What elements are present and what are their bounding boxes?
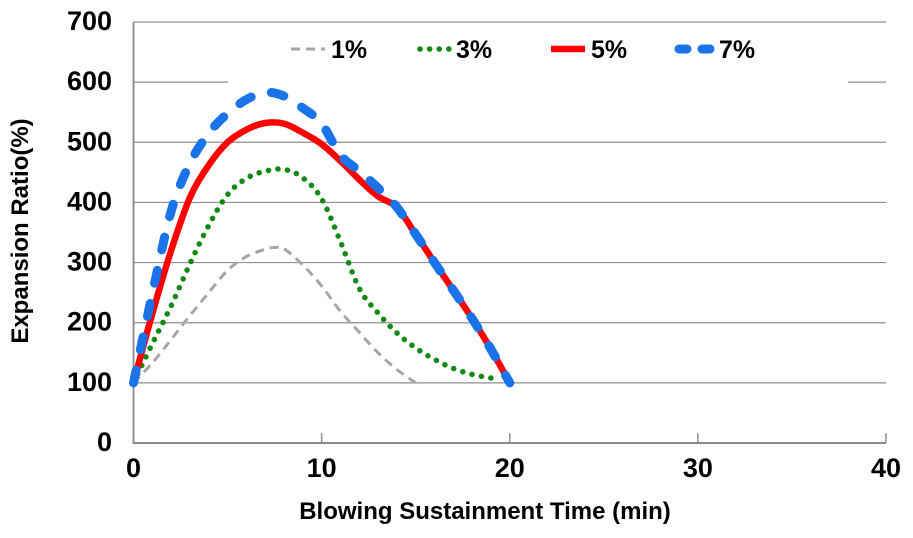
x-tick-label-30: 30 bbox=[683, 453, 713, 483]
series-line-5pct bbox=[130, 119, 513, 385]
legend-item-5pct: 5% bbox=[551, 36, 627, 64]
y-tick-label-500: 500 bbox=[67, 126, 112, 156]
y-tick-label-300: 300 bbox=[67, 247, 112, 277]
series-lines bbox=[129, 87, 515, 388]
series-line-7pct bbox=[129, 87, 515, 388]
legend-label: 7% bbox=[719, 36, 755, 64]
y-axis-title: Expansion Ratio(%) bbox=[7, 118, 34, 343]
legend-background bbox=[228, 26, 848, 88]
series-line-1pct bbox=[132, 245, 417, 385]
y-tick-label-700: 700 bbox=[67, 6, 112, 36]
y-tick-label-600: 600 bbox=[67, 66, 112, 96]
x-tick-label-20: 20 bbox=[495, 453, 525, 483]
legend-label: 5% bbox=[591, 36, 627, 64]
x-axis-title: Blowing Sustainment Time (min) bbox=[299, 498, 671, 525]
y-tick-label-0: 0 bbox=[97, 427, 112, 457]
x-tick-label-40: 40 bbox=[871, 453, 901, 483]
tick-labels: 0 100 200 300 400 500 600 700 0 10 20 30 40 bbox=[67, 6, 901, 483]
y-tick-label-100: 100 bbox=[67, 367, 112, 397]
series-line-3pct bbox=[130, 166, 504, 386]
legend: 1% 3% 5% 7% bbox=[228, 26, 848, 88]
legend-item-3pct: 3% bbox=[417, 36, 492, 64]
y-tick-label-200: 200 bbox=[67, 307, 112, 337]
legend-item-1pct: 1% bbox=[291, 36, 367, 64]
legend-item-7pct: 7% bbox=[674, 36, 755, 64]
legend-label: 3% bbox=[456, 36, 492, 64]
legend-label: 1% bbox=[331, 36, 367, 64]
x-tick-label-0: 0 bbox=[126, 453, 141, 483]
y-tick-label-400: 400 bbox=[67, 186, 112, 216]
x-tick-label-10: 10 bbox=[307, 453, 337, 483]
